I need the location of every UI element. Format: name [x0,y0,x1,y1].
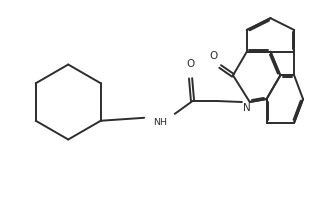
Text: O: O [209,50,218,60]
Text: NH: NH [153,118,167,127]
Text: O: O [186,58,195,68]
Text: N: N [243,102,251,112]
